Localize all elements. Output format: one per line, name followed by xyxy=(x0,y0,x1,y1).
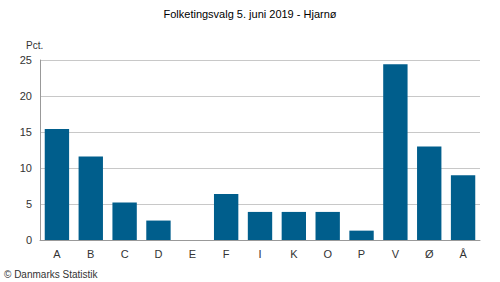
svg-text:C: C xyxy=(121,248,129,260)
svg-text:B: B xyxy=(87,248,94,260)
svg-text:F: F xyxy=(223,248,230,260)
svg-text:Folketingsvalg 5. juni 2019 -: Folketingsvalg 5. juni 2019 - Hjarnø xyxy=(163,8,336,20)
svg-text:D: D xyxy=(154,248,162,260)
svg-text:0: 0 xyxy=(26,234,32,246)
svg-text:K: K xyxy=(290,248,298,260)
svg-text:15: 15 xyxy=(20,126,32,138)
svg-text:V: V xyxy=(392,248,400,260)
svg-text:O: O xyxy=(323,248,332,260)
svg-text:P: P xyxy=(358,248,365,260)
svg-text:25: 25 xyxy=(20,54,32,66)
svg-text:Ø: Ø xyxy=(425,248,434,260)
svg-text:A: A xyxy=(53,248,61,260)
svg-text:10: 10 xyxy=(20,162,32,174)
svg-text:20: 20 xyxy=(20,90,32,102)
svg-text:© Danmarks Statistik: © Danmarks Statistik xyxy=(4,269,99,280)
svg-text:Pct.: Pct. xyxy=(26,40,43,51)
svg-text:E: E xyxy=(189,248,196,260)
svg-text:I: I xyxy=(258,248,261,260)
svg-text:5: 5 xyxy=(26,198,32,210)
svg-text:Å: Å xyxy=(459,248,467,260)
